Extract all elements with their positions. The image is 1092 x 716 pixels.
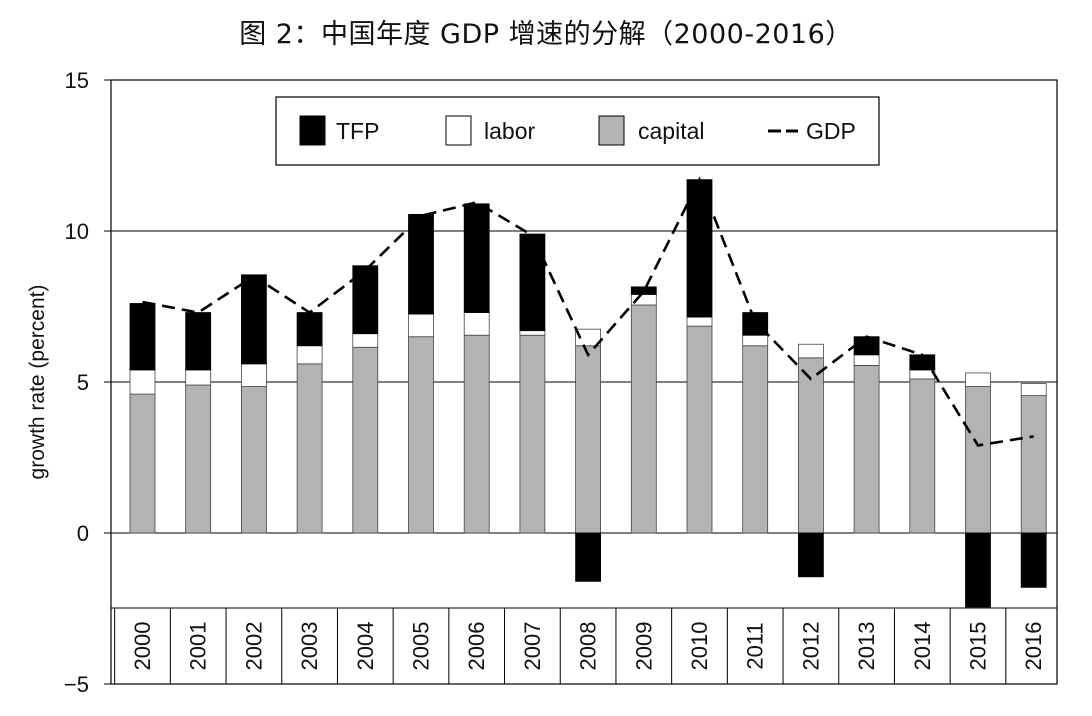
bar-capital — [185, 384, 212, 534]
bar-tfp — [519, 233, 546, 332]
bar-labor — [240, 363, 267, 387]
legend-swatch-labor — [445, 115, 472, 146]
x-tick-label: 2000 — [130, 622, 155, 671]
y-tick-label: 15 — [65, 68, 89, 93]
y-tick-label: 5 — [77, 370, 89, 395]
bar-labor — [185, 369, 212, 386]
bar-capital — [909, 378, 936, 534]
bar-tfp — [575, 532, 601, 582]
bar-labor — [519, 330, 546, 336]
x-tick-label: 2004 — [353, 622, 378, 671]
x-tick-label: 2013 — [854, 622, 879, 671]
bar-labor — [129, 369, 156, 395]
bar-tfp — [408, 213, 434, 315]
bar-labor — [296, 345, 323, 365]
x-tick-label: 2006 — [464, 622, 489, 671]
bar-labor — [408, 313, 434, 338]
bar-tfp — [240, 274, 267, 365]
bar-labor — [742, 334, 769, 347]
legend-label-tfp: TFP — [336, 118, 379, 144]
bar-capital — [129, 393, 156, 534]
x-tick-label: 2003 — [297, 622, 322, 671]
bar-capital — [742, 345, 769, 534]
bar-capital — [630, 304, 657, 534]
x-tick-label: 2007 — [520, 622, 545, 671]
bar-tfp — [185, 312, 212, 371]
bar-tfp — [296, 312, 323, 347]
bar-labor — [853, 354, 880, 366]
bar-capital — [1020, 395, 1047, 534]
bar-capital — [798, 357, 824, 534]
bar-capital — [965, 386, 991, 534]
bar-labor — [686, 316, 713, 327]
x-tick-label: 2011 — [743, 622, 768, 669]
x-tick-label: 2014 — [910, 622, 935, 671]
bar-labor — [798, 343, 824, 359]
x-tick-label: 2010 — [687, 622, 712, 671]
bar-labor — [1020, 383, 1047, 396]
legend-label-labor: labor — [484, 118, 535, 144]
x-tick-label: 2008 — [576, 622, 601, 671]
y-tick-label: 0 — [77, 521, 89, 546]
x-tick-label: 2001 — [186, 622, 211, 671]
bar-capital — [352, 346, 379, 534]
legend-swatch-capital — [598, 115, 625, 146]
legend-label-capital: capital — [638, 118, 704, 144]
x-tick-label: 2016 — [1021, 622, 1046, 671]
bar-capital — [296, 363, 323, 534]
bar-capital — [575, 345, 601, 534]
x-tick-label: 2009 — [631, 622, 656, 671]
legend-label-gdp: GDP — [806, 118, 856, 144]
chart-title: 图 2：中国年度 GDP 增速的分解（2000-2016） — [239, 19, 853, 50]
bar-tfp — [129, 303, 156, 371]
bar-capital — [853, 364, 880, 534]
bar-tfp — [965, 532, 991, 608]
bar-labor — [463, 312, 490, 336]
x-tick-label: 2015 — [966, 622, 991, 671]
bar-tfp — [798, 532, 824, 578]
bar-capital — [408, 336, 434, 534]
bar-labor — [352, 333, 379, 348]
bar-capital — [686, 325, 713, 534]
y-axis-label: growth rate (percent) — [26, 285, 49, 480]
bar-tfp — [463, 203, 490, 313]
bar-capital — [463, 334, 490, 534]
bar-tfp — [630, 286, 657, 295]
y-tick-label: 10 — [65, 219, 89, 244]
y-tick-label: −5 — [64, 672, 89, 697]
legend-swatch-tfp — [299, 115, 326, 146]
bar-labor — [965, 372, 991, 387]
bar-tfp — [1020, 532, 1047, 588]
bar-capital — [519, 334, 546, 534]
bar-labor — [575, 328, 601, 347]
x-tick-label: 2002 — [241, 622, 266, 671]
series-line-gdp — [142, 176, 1034, 447]
x-tick-label: 2005 — [409, 622, 434, 671]
x-tick-label: 2012 — [798, 622, 823, 671]
bar-capital — [240, 386, 267, 534]
